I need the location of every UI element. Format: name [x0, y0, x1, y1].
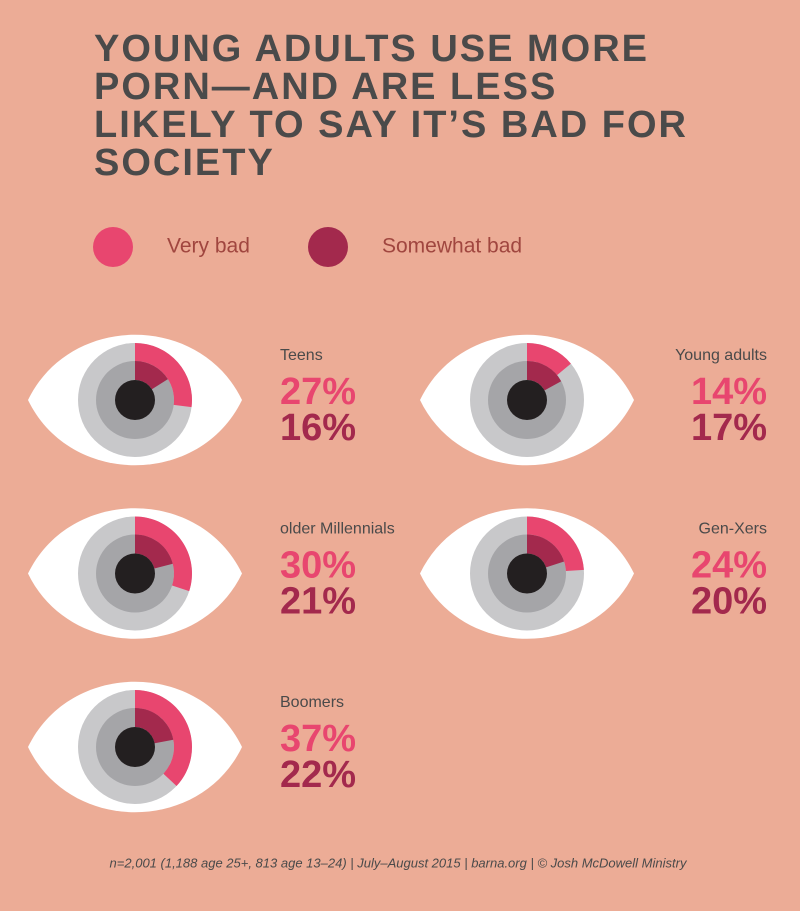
value-label: 27%	[280, 371, 356, 413]
pupil	[115, 380, 155, 420]
category-label: Teens	[280, 347, 323, 364]
ring-arc	[135, 708, 174, 744]
ring-arc	[527, 343, 571, 376]
value-label: 16%	[280, 407, 356, 449]
pupil	[115, 727, 155, 767]
chart-title: YOUNG ADULTS USE MORE PORN—AND ARE LESS …	[94, 28, 688, 184]
category-label: Gen-Xers	[699, 521, 767, 538]
category-label: Young adults	[675, 347, 767, 364]
legend-label: Very bad	[167, 235, 250, 258]
pupil	[115, 553, 155, 594]
category-label: older Millennials	[280, 521, 395, 538]
ring-arc	[527, 534, 565, 568]
value-label: 37%	[280, 718, 356, 760]
value-label: 24%	[691, 545, 767, 587]
legend-swatch	[308, 227, 348, 267]
legend-swatch	[93, 227, 133, 267]
value-label: 22%	[280, 754, 356, 796]
ring-arc	[527, 516, 584, 572]
value-label: 21%	[280, 581, 356, 623]
ring-arc	[135, 361, 168, 390]
value-label: 20%	[691, 581, 767, 623]
value-label: 30%	[280, 545, 356, 587]
ring-arc	[135, 343, 193, 408]
pupil	[507, 380, 547, 420]
source-note: n=2,001 (1,188 age 25+, 813 age 13–24) |…	[110, 855, 688, 870]
ring-arc	[527, 361, 562, 391]
pupil	[507, 553, 547, 594]
value-label: 14%	[691, 371, 767, 413]
ring-arc	[135, 690, 192, 787]
value-label: 17%	[691, 407, 767, 449]
category-label: Boomers	[280, 694, 344, 711]
ring-arc	[135, 534, 173, 569]
ring-arc	[135, 516, 193, 592]
legend-label: Somewhat bad	[382, 235, 522, 258]
